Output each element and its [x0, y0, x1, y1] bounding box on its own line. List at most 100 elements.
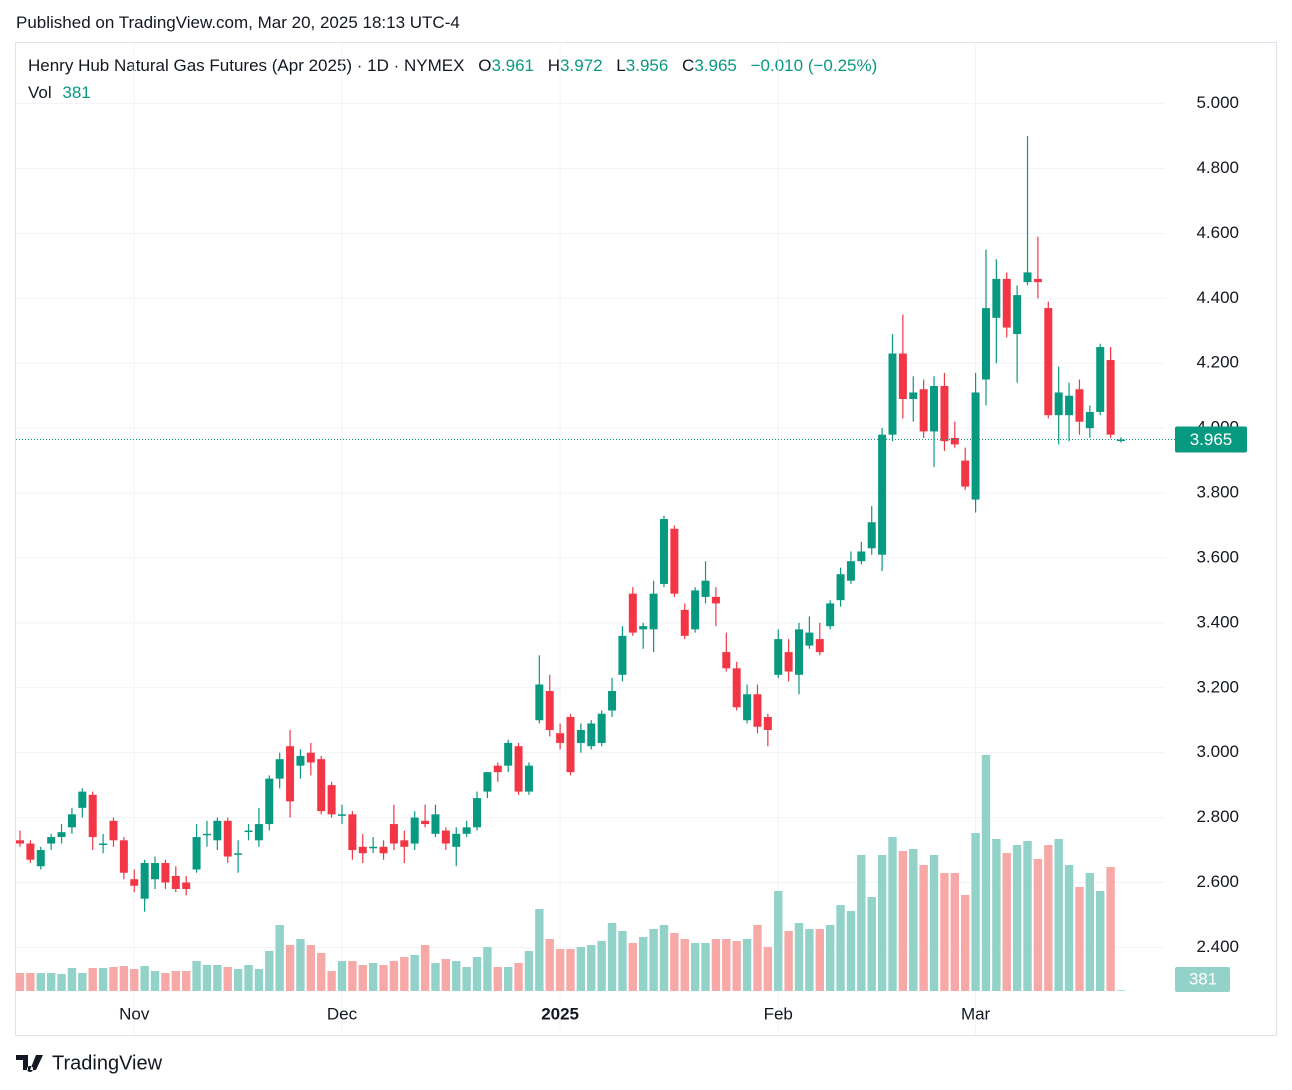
- volume-bar: [566, 949, 575, 991]
- ohlc-label: C: [682, 56, 695, 75]
- candle-body: [898, 353, 907, 399]
- candle-body: [628, 593, 637, 633]
- volume-bar: [67, 968, 77, 991]
- volume-bar: [410, 955, 419, 991]
- candle-body: [462, 827, 471, 834]
- candle-body: [202, 833, 211, 836]
- volume-bar: [36, 973, 45, 991]
- candle-body: [1023, 272, 1032, 283]
- candle-body: [846, 561, 855, 581]
- volume-bar: [794, 923, 804, 991]
- y-tick-label: 2.400: [1196, 937, 1239, 956]
- candle-body: [296, 755, 305, 766]
- candle-body: [919, 389, 928, 432]
- volume-bar: [607, 923, 617, 991]
- candle-body: [161, 863, 170, 883]
- candle-body: [306, 752, 315, 763]
- candle-body: [1013, 295, 1022, 335]
- published-note: Published on TradingView.com, Mar 20, 20…: [16, 13, 460, 32]
- candle-layer: [16, 136, 1125, 912]
- volume-bar: [690, 943, 700, 991]
- y-tick-label: 3.200: [1196, 677, 1239, 696]
- ohlc-label: O: [478, 56, 492, 75]
- candle-body: [597, 713, 606, 743]
- volume-bar: [327, 971, 336, 991]
- volume-bar: [1064, 865, 1074, 991]
- candle-body: [57, 832, 66, 838]
- volume-bar: [1116, 990, 1126, 991]
- volume-bar: [1033, 859, 1043, 991]
- volume-bar: [535, 909, 544, 991]
- volume-bar: [140, 966, 149, 991]
- candle-body: [587, 723, 596, 747]
- candle-body: [78, 791, 87, 808]
- candle-body: [535, 684, 544, 721]
- candle-body: [254, 824, 263, 841]
- candle-body: [701, 580, 710, 597]
- candle-body: [1044, 308, 1053, 416]
- volume-bar: [150, 971, 160, 991]
- volume-bar: [130, 969, 139, 991]
- volume-bar: [618, 931, 627, 991]
- volume-bar: [732, 941, 741, 991]
- volume-bar: [223, 967, 232, 991]
- candle-body: [670, 528, 679, 594]
- last-volume-label: 381: [1189, 969, 1217, 988]
- candle-body: [348, 814, 357, 851]
- candle-body: [327, 785, 336, 815]
- volume-bar: [1096, 891, 1105, 991]
- volume-bar: [26, 973, 35, 991]
- volume-value: 381: [62, 83, 91, 102]
- volume-bar: [202, 965, 212, 991]
- legend-header: Henry Hub Natural Gas Futures (Apr 2025)…: [28, 56, 877, 76]
- last-price-box: [1175, 426, 1247, 453]
- y-tick-label: 3.600: [1196, 547, 1239, 566]
- candle-body: [452, 833, 461, 847]
- volume-bar: [420, 945, 430, 991]
- volume-bar: [763, 947, 773, 991]
- y-tick-label: 3.000: [1196, 742, 1239, 761]
- candle-body: [878, 434, 887, 555]
- candle-body: [421, 820, 430, 825]
- volume-bar: [753, 925, 762, 991]
- candle-body: [888, 353, 897, 435]
- volume-bar: [805, 929, 814, 991]
- volume-bar: [119, 966, 129, 991]
- chart-frame: [15, 42, 1277, 1036]
- volume-bar: [659, 925, 669, 991]
- volume-bar: [587, 945, 596, 991]
- volume-bar: [981, 755, 991, 991]
- volume-bar: [306, 945, 316, 991]
- x-tick-label: Dec: [327, 1004, 358, 1023]
- x-tick-label: Mar: [961, 1004, 991, 1023]
- candle-body: [1002, 278, 1011, 328]
- volume-bar: [877, 855, 887, 991]
- volume-bar: [774, 891, 783, 991]
- candle-body: [26, 843, 35, 860]
- close-value: 3.965: [694, 56, 737, 75]
- candle-body: [119, 840, 128, 873]
- change-percent: (−0.25%): [807, 56, 878, 75]
- candle-body: [774, 639, 783, 675]
- axis-layer: 2.400 2.600 2.800 3.000 3.200 3.400 3.600 3.800…: [16, 93, 1247, 1023]
- candle-body: [431, 814, 440, 834]
- candle-body: [836, 574, 845, 601]
- candle-body: [711, 596, 720, 604]
- candle-body: [317, 759, 326, 812]
- x-tick-label: 2025: [541, 1004, 579, 1023]
- candle-body: [358, 846, 367, 854]
- volume-bar: [1002, 853, 1011, 991]
- y-tick-label: 4.400: [1196, 288, 1239, 307]
- volume-bar: [348, 961, 357, 991]
- candle-body: [1054, 392, 1063, 416]
- volume-bar: [680, 939, 689, 991]
- candle-body: [130, 879, 139, 886]
- candle-body: [99, 843, 108, 846]
- volume-bar: [929, 855, 939, 991]
- volume-bar: [670, 933, 679, 991]
- candle-body: [659, 519, 668, 584]
- volume-bar: [337, 961, 347, 991]
- candle-body: [576, 729, 585, 743]
- volume-bar: [940, 873, 949, 991]
